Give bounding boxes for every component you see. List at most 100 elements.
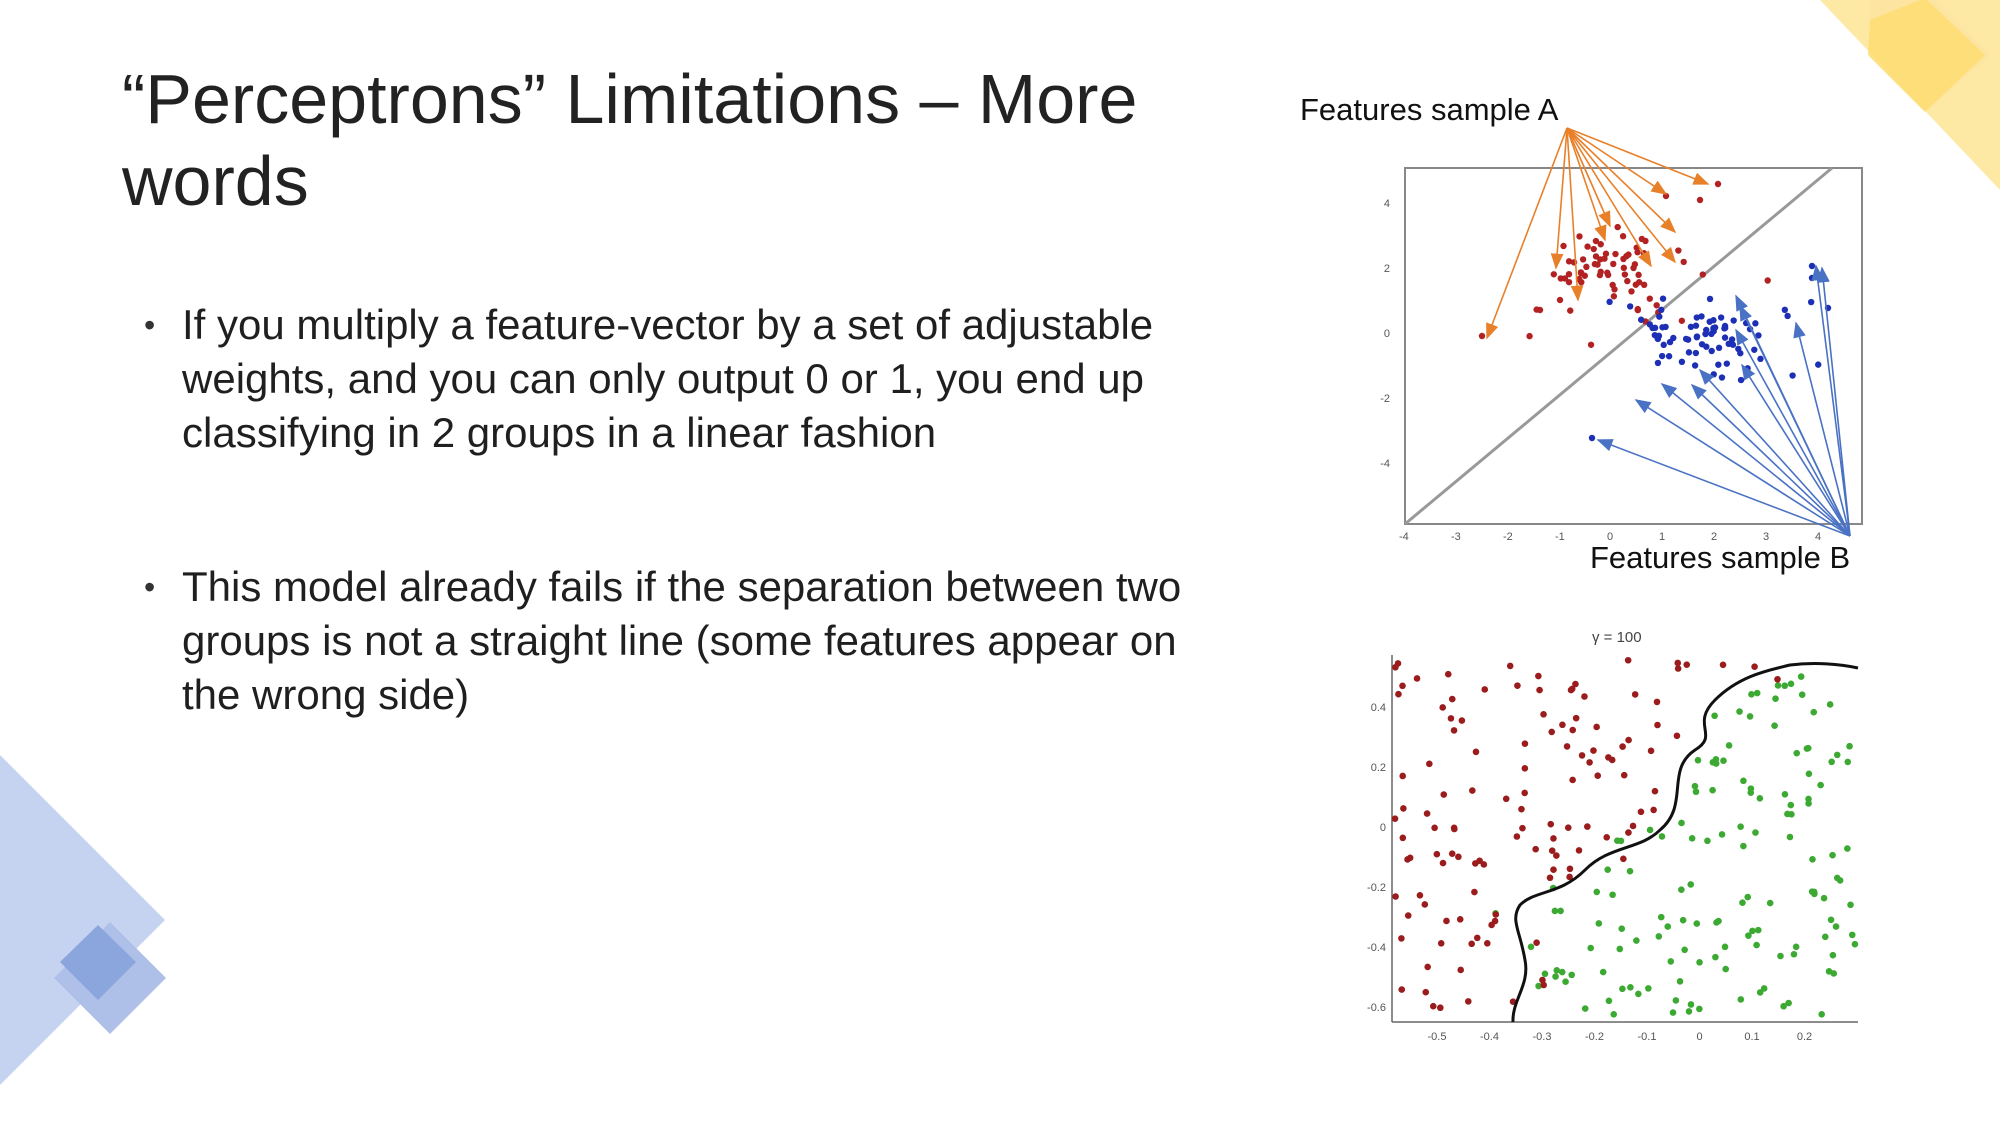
point-green [1740, 777, 1747, 784]
point-red [1417, 892, 1424, 899]
point-green [1616, 946, 1623, 953]
point-green [1696, 959, 1703, 966]
point-green [1830, 952, 1837, 959]
x-tick-label: -0.1 [1638, 1031, 1657, 1043]
point-green [1552, 973, 1559, 980]
point-red [1400, 805, 1407, 812]
point-green [1715, 918, 1722, 925]
point-red [1650, 807, 1657, 814]
point-red [1573, 715, 1580, 722]
point-green [1754, 690, 1761, 697]
point-red [1431, 825, 1438, 832]
point-red [1621, 772, 1628, 779]
point-red [1473, 749, 1480, 756]
point-red [1395, 691, 1402, 698]
point-green [1618, 838, 1625, 845]
point-red [1567, 865, 1574, 872]
point-red [1476, 857, 1483, 864]
point-red [1518, 806, 1525, 813]
point-red [1603, 834, 1610, 841]
point-green [1805, 796, 1812, 803]
point-red [1683, 661, 1690, 668]
point-red [1405, 912, 1412, 919]
point-green [1587, 945, 1594, 952]
point-green [1687, 881, 1694, 888]
point-green [1833, 923, 1840, 930]
point-green [1712, 954, 1719, 961]
point-green [1609, 891, 1616, 898]
point-green [1798, 673, 1805, 680]
point-green [1753, 942, 1760, 949]
point-green [1719, 831, 1726, 838]
point-red [1514, 682, 1521, 689]
point-green [1670, 1009, 1677, 1016]
point-green [1844, 845, 1851, 852]
point-green [1678, 886, 1685, 893]
point-green [1722, 966, 1729, 973]
point-green [1693, 788, 1700, 795]
point-green [1755, 927, 1762, 934]
point-red [1471, 889, 1478, 896]
point-green [1677, 978, 1684, 985]
point-red [1625, 657, 1632, 664]
point-red [1581, 693, 1588, 700]
nonlinear-points [1392, 657, 1858, 1018]
point-red [1564, 743, 1571, 750]
point-green [1787, 834, 1794, 841]
point-red [1652, 788, 1659, 795]
point-red [1590, 747, 1597, 754]
point-green [1633, 937, 1640, 944]
point-green [1606, 998, 1613, 1005]
point-green [1557, 908, 1564, 915]
point-green [1627, 984, 1634, 991]
point-red [1549, 847, 1556, 854]
point-green [1791, 951, 1798, 958]
point-red [1457, 916, 1464, 923]
point-red [1521, 790, 1528, 797]
point-green [1552, 908, 1559, 915]
y-tick-label: -0.6 [1367, 1002, 1386, 1014]
point-red [1439, 704, 1446, 711]
point-green [1673, 997, 1680, 1004]
point-green [1829, 852, 1836, 859]
point-red [1404, 856, 1411, 863]
point-red [1620, 856, 1627, 863]
point-red [1488, 922, 1495, 929]
point-green [1849, 932, 1856, 939]
point-green [1528, 944, 1535, 951]
point-green [1678, 820, 1685, 827]
point-red [1465, 998, 1472, 1005]
point-red [1448, 715, 1455, 722]
point-red [1440, 791, 1447, 798]
point-green [1686, 1008, 1693, 1015]
y-tick-label: -0.4 [1367, 942, 1386, 954]
point-green [1747, 713, 1754, 720]
point-green [1568, 972, 1575, 979]
point-green [1744, 894, 1751, 901]
point-red [1437, 1004, 1444, 1011]
point-green [1782, 791, 1789, 798]
x-tick-label: 0 [1696, 1031, 1702, 1043]
point-red [1507, 663, 1514, 670]
point-green [1834, 752, 1841, 759]
point-green [1618, 925, 1625, 932]
point-green [1627, 868, 1634, 875]
point-red [1535, 673, 1542, 680]
point-green [1817, 782, 1824, 789]
point-green [1767, 900, 1774, 907]
point-green [1596, 920, 1603, 927]
point-green [1647, 827, 1654, 834]
point-green [1720, 757, 1727, 764]
point-red [1451, 824, 1458, 831]
point-green [1846, 743, 1853, 750]
point-green [1785, 1000, 1792, 1007]
point-green [1777, 953, 1784, 960]
point-green [1811, 889, 1818, 896]
y-tick-label: -0.2 [1367, 882, 1386, 894]
point-red [1654, 722, 1661, 729]
point-green [1837, 877, 1844, 884]
point-red [1392, 815, 1399, 822]
point-red [1398, 986, 1405, 993]
